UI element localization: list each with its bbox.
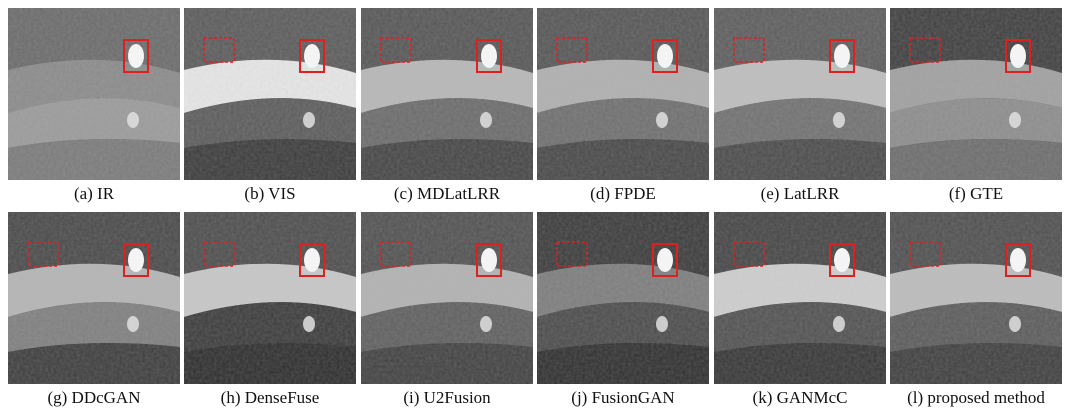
reflection [1009, 316, 1021, 332]
texture [890, 8, 1062, 180]
texture [714, 212, 886, 384]
texture [184, 212, 356, 384]
panel-caption: (e) LatLRR [761, 184, 840, 203]
panel-caption: (k) GANMcC [753, 388, 848, 407]
reflection [833, 316, 845, 332]
reflection [480, 316, 492, 332]
panel: (j) FusionGAN [537, 212, 709, 407]
person [481, 248, 497, 272]
panel-caption: (g) DDcGAN [47, 388, 140, 407]
person [304, 248, 320, 272]
texture [714, 8, 886, 180]
texture [890, 212, 1062, 384]
person [834, 44, 850, 68]
texture [184, 8, 356, 180]
panel: (b) VIS [184, 8, 356, 203]
person [834, 248, 850, 272]
person [304, 44, 320, 68]
panel: (c) MDLatLRR [361, 8, 533, 203]
reflection [656, 316, 668, 332]
person [481, 44, 497, 68]
panel: (g) DDcGAN [8, 212, 180, 407]
panel-caption: (b) VIS [244, 184, 295, 203]
reflection [303, 112, 315, 128]
panel: (a) IR [8, 8, 180, 203]
panel-caption: (i) U2Fusion [403, 388, 491, 407]
panel-caption: (h) DenseFuse [221, 388, 320, 407]
person [657, 44, 673, 68]
texture [361, 8, 533, 180]
panel: (d) FPDE [537, 8, 709, 203]
reflection [656, 112, 668, 128]
panel-caption: (c) MDLatLRR [394, 184, 501, 203]
texture [361, 212, 533, 384]
panel-caption: (l) proposed method [907, 388, 1045, 407]
panel-caption: (d) FPDE [590, 184, 656, 203]
texture [8, 8, 180, 180]
panel: (f) GTE [890, 8, 1062, 203]
reflection [480, 112, 492, 128]
panel: (h) DenseFuse [184, 212, 356, 407]
person [1010, 248, 1026, 272]
panel: (l) proposed method [890, 212, 1062, 407]
texture [537, 8, 709, 180]
panel-caption: (j) FusionGAN [571, 388, 674, 407]
person [657, 248, 673, 272]
panel: (k) GANMcC [714, 212, 886, 407]
texture [537, 212, 709, 384]
panel: (i) U2Fusion [361, 212, 533, 407]
reflection [1009, 112, 1021, 128]
reflection [833, 112, 845, 128]
figure: (a) IR (b) VIS (c) MDLatLRR (d) FPDE (e) Lat… [0, 0, 1076, 413]
person [1010, 44, 1026, 68]
panel-caption: (f) GTE [949, 184, 1003, 203]
reflection [127, 316, 139, 332]
panel-caption: (a) IR [74, 184, 115, 203]
person [128, 44, 144, 68]
reflection [303, 316, 315, 332]
reflection [127, 112, 139, 128]
texture [8, 212, 180, 384]
panel: (e) LatLRR [714, 8, 886, 203]
person [128, 248, 144, 272]
